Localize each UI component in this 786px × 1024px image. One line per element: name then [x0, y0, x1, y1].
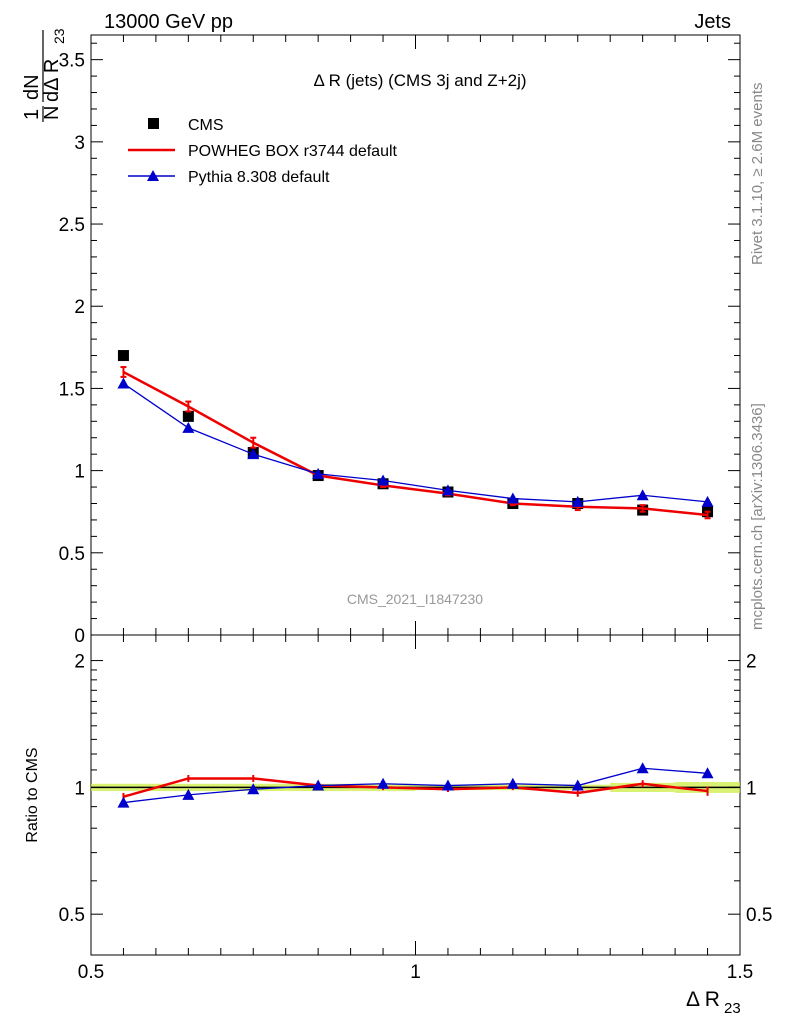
pythia-ratio-point	[312, 779, 325, 791]
x-axis-label: Δ R 23	[686, 988, 741, 1017]
pythia-data-point	[312, 467, 325, 479]
svg-text:dΔ R: dΔ R	[41, 59, 63, 102]
pythia-data-point	[182, 421, 195, 433]
powheg-ratio-line	[123, 777, 708, 798]
x-tick-label: 0.5	[78, 962, 104, 983]
main-plot-panel: 0 0.5 1 1.5 2 2.5 3 3.5 Δ R (jets) (CMS 3j and …	[21, 28, 741, 647]
legend-marker-pythia	[147, 170, 159, 181]
pythia-data-point	[506, 492, 519, 504]
svg-text:23: 23	[724, 1000, 741, 1017]
legend: CMS POWHEG BOX r3744 default Pythia 8.30…	[128, 117, 398, 186]
pythia-ratio-point	[571, 779, 584, 791]
pythia-ratio-point	[117, 796, 130, 808]
legend-label-powheg: POWHEG BOX r3744 default	[188, 143, 398, 160]
main-series-group	[117, 350, 714, 520]
main-y-tick-label: 3	[74, 133, 85, 154]
svg-text:1: 1	[21, 109, 43, 120]
cms-data-point	[117, 350, 129, 362]
main-y-tick-label: 0	[74, 626, 85, 647]
pythia-data-point	[636, 489, 649, 501]
pythia-ratio-line	[123, 767, 708, 804]
pythia-data-point	[117, 377, 130, 389]
legend-label-cms: CMS	[188, 117, 224, 134]
pythia-ratio-point	[506, 777, 519, 789]
mcplots-reference-label: mcplots.cern.ch [arXiv:1306.3436]	[749, 403, 766, 630]
ratio-y-tick-label-right: 2	[746, 652, 757, 673]
header-energy-label: 13000 GeV pp	[104, 11, 233, 33]
ratio-y-tick-label-left: 0.5	[59, 905, 85, 926]
main-y-tick-label: 0.5	[59, 544, 85, 565]
pythia-data-point	[377, 474, 390, 486]
header-category-label: Jets	[694, 11, 731, 33]
cms-data-point	[182, 410, 194, 422]
main-y-tick-label: 1	[74, 462, 85, 483]
main-y-tick-label: 2	[74, 297, 85, 318]
pythia-data-point	[441, 484, 454, 496]
pythia-data-point	[571, 495, 584, 507]
legend-marker-cms	[148, 118, 159, 129]
pythia-line	[123, 382, 708, 503]
ratio-plot-panel: 0.5 0.5 1 1 2 2 0.5 1 1.5 Ratio to CMS Δ R 23	[24, 634, 772, 1017]
powheg-line	[122, 370, 708, 517]
x-tick-label: 1	[410, 962, 421, 983]
pythia-data-point	[701, 495, 714, 507]
ratio-y-tick-label-right: 0.5	[746, 905, 772, 926]
pythia-ratio-point	[247, 783, 260, 795]
main-y-tick-label: 1.5	[59, 379, 85, 400]
svg-text:dN: dN	[21, 74, 43, 100]
pythia-ratio-point	[636, 762, 649, 774]
main-y-tick-label: 2.5	[59, 215, 85, 236]
legend-label-pythia: Pythia 8.308 default	[188, 169, 330, 186]
svg-text:N: N	[41, 106, 63, 120]
main-y-tick-label: 3.5	[59, 51, 85, 72]
ratio-axes: 0.5 0.5 1 1 2 2 0.5 1 1.5	[59, 635, 772, 983]
main-y-axis-label: 1 N dN dΔ R 23	[21, 28, 67, 122]
pythia-ratio-point	[441, 779, 454, 791]
main-plot-title: Δ R (jets) (CMS 3j and Z+2j)	[313, 71, 526, 90]
svg-text:Δ R: Δ R	[686, 988, 720, 1011]
ratio-y-tick-label-right: 1	[746, 778, 757, 799]
pythia-ratio-point	[377, 777, 390, 789]
ratio-y-tick-label-left: 2	[74, 652, 85, 673]
svg-text:23: 23	[51, 28, 67, 44]
main-y-axis: 0 0.5 1 1.5 2 2.5 3 3.5	[59, 35, 741, 647]
pythia-ratio-point	[182, 788, 195, 800]
x-tick-label: 1.5	[727, 962, 753, 983]
ratio-series-group	[117, 762, 714, 808]
ratio-y-tick-label-left: 1	[74, 778, 85, 799]
pythia-ratio-point	[701, 767, 714, 779]
rivet-version-label: Rivet 3.1.10, ≥ 2.6M events	[749, 83, 766, 266]
pythia-data-point	[247, 448, 260, 460]
ratio-y-axis-label: Ratio to CMS	[24, 747, 41, 842]
analysis-watermark: CMS_2021_I1847230	[347, 591, 483, 607]
